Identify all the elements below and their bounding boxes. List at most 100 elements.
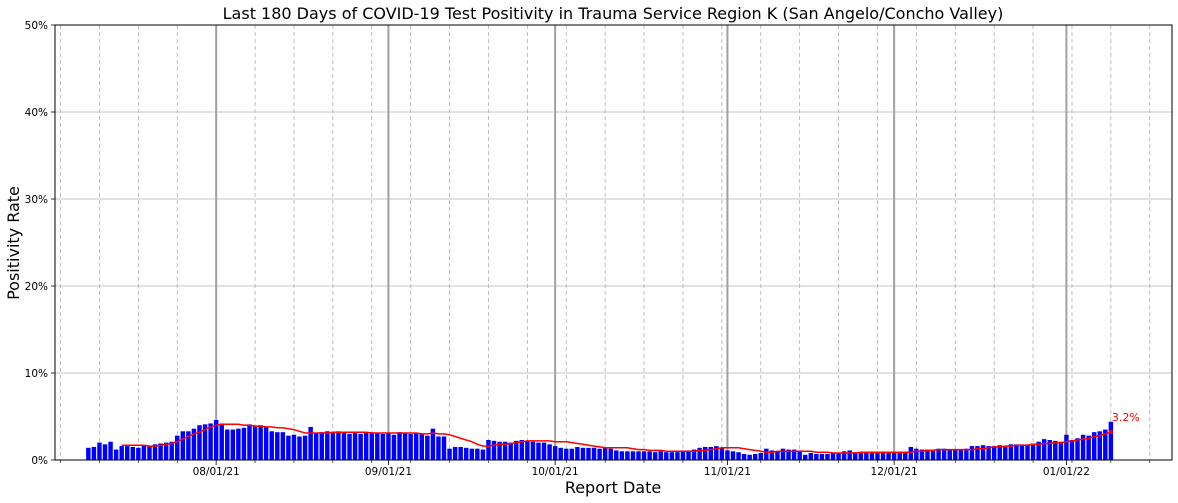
- positivity-bar: [314, 433, 318, 460]
- last-value-annotation: 3.2%: [1112, 411, 1140, 424]
- y-tick-label: 40%: [25, 107, 48, 119]
- grid-lines: [55, 25, 1172, 460]
- positivity-bar: [625, 451, 629, 460]
- positivity-bar: [942, 449, 946, 460]
- positivity-bar: [486, 440, 490, 460]
- positivity-bar: [558, 448, 562, 460]
- positivity-bar: [536, 443, 540, 460]
- positivity-bar: [347, 434, 351, 460]
- positivity-bar: [97, 443, 101, 460]
- positivity-bar: [397, 432, 401, 460]
- positivity-bar: [481, 450, 485, 460]
- positivity-bar: [1031, 443, 1035, 460]
- positivity-bar: [392, 435, 396, 460]
- positivity-bar: [953, 450, 957, 460]
- positivity-bar: [870, 453, 874, 460]
- positivity-bar: [458, 447, 462, 460]
- positivity-bar: [892, 452, 896, 460]
- positivity-bar: [208, 423, 212, 460]
- positivity-bar: [1003, 446, 1007, 460]
- positivity-bar: [270, 431, 274, 460]
- positivity-bar: [381, 434, 385, 460]
- positivity-bar: [492, 441, 496, 460]
- positivity-bar: [803, 455, 807, 460]
- positivity-bar: [236, 429, 240, 460]
- positivity-bar: [119, 446, 123, 460]
- y-tick-label: 20%: [25, 281, 48, 293]
- positivity-bar: [275, 432, 279, 460]
- positivity-bar: [603, 448, 607, 460]
- positivity-bar: [703, 447, 707, 460]
- annotation-layer: 3.2%: [1109, 411, 1140, 434]
- positivity-bar: [747, 455, 751, 460]
- positivity-bar: [1042, 439, 1046, 460]
- positivity-bar: [420, 434, 424, 460]
- positivity-bar: [364, 433, 368, 460]
- positivity-bar: [286, 436, 290, 460]
- x-tick-label: 09/01/21: [365, 466, 412, 478]
- positivity-bar: [675, 452, 679, 460]
- positivity-bar: [86, 448, 90, 460]
- positivity-bar: [847, 450, 851, 460]
- positivity-bar: [809, 453, 813, 460]
- positivity-bar: [281, 432, 285, 460]
- last-value-marker: [1109, 430, 1113, 434]
- positivity-bar: [403, 433, 407, 460]
- positivity-bar: [914, 449, 918, 460]
- positivity-bar: [831, 453, 835, 460]
- positivity-bar: [358, 434, 362, 460]
- positivity-bar: [642, 451, 646, 460]
- positivity-bar: [909, 447, 913, 460]
- positivity-bar: [442, 437, 446, 460]
- x-tick-label: 08/01/21: [193, 466, 240, 478]
- positivity-bar: [670, 452, 674, 460]
- positivity-bar: [764, 449, 768, 460]
- positivity-bar: [636, 451, 640, 460]
- positivity-bar: [659, 451, 663, 460]
- positivity-bar: [570, 449, 574, 460]
- positivity-bar: [859, 452, 863, 460]
- x-tick-label: 01/01/22: [1043, 466, 1090, 478]
- positivity-bar: [725, 450, 729, 460]
- positivity-bar: [231, 430, 235, 460]
- positivity-bar: [542, 443, 546, 460]
- positivity-bar: [597, 449, 601, 460]
- positivity-bar: [247, 424, 251, 460]
- positivity-bar: [436, 437, 440, 460]
- positivity-bar: [131, 447, 135, 460]
- positivity-bar: [964, 449, 968, 460]
- y-tick-label: 0%: [31, 455, 48, 467]
- positivity-bar: [253, 426, 257, 460]
- positivity-bar: [736, 452, 740, 460]
- positivity-bar: [114, 450, 118, 460]
- positivity-bar: [1086, 436, 1090, 460]
- y-tick-label: 30%: [25, 194, 48, 206]
- positivity-bar: [897, 453, 901, 460]
- positivity-bar: [181, 431, 185, 460]
- positivity-bar: [336, 431, 340, 460]
- positivity-bar: [370, 432, 374, 460]
- axes: 0% 10% 20% 30% 40% 50% 08/01/21 09/01/21 10/01/2…: [25, 20, 1172, 478]
- positivity-bar: [820, 454, 824, 460]
- positivity-bar: [903, 452, 907, 460]
- plot-frame: [55, 25, 1172, 460]
- positivity-bar: [836, 453, 840, 460]
- positivity-bar: [425, 436, 429, 460]
- positivity-bar: [1020, 444, 1024, 460]
- positivity-bar: [353, 433, 357, 460]
- positivity-bar: [475, 449, 479, 460]
- chart-title: Last 180 Days of COVID-19 Test Positivit…: [223, 4, 1004, 23]
- positivity-bar: [1059, 442, 1063, 460]
- positivity-bar: [1075, 438, 1079, 460]
- positivity-bar: [264, 427, 268, 460]
- positivity-bar: [581, 448, 585, 460]
- positivity-bar: [147, 446, 151, 460]
- y-tick-label: 50%: [25, 20, 48, 32]
- positivity-bar: [103, 444, 107, 460]
- positivity-bar: [759, 453, 763, 460]
- positivity-bar: [959, 450, 963, 460]
- positivity-bar: [781, 449, 785, 460]
- positivity-bar: [720, 448, 724, 460]
- positivity-bar: [292, 435, 296, 460]
- positivity-bar: [375, 433, 379, 460]
